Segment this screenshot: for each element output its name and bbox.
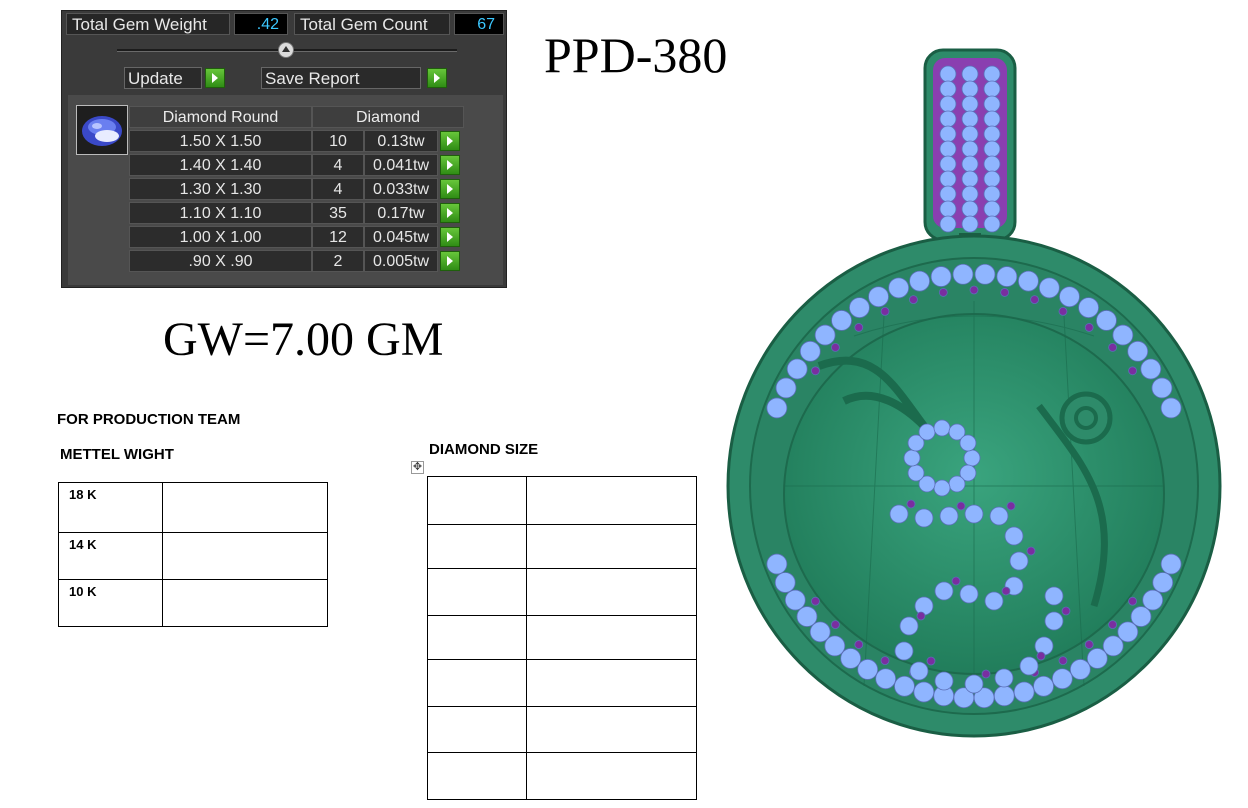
diamond-size-cell[interactable] bbox=[427, 706, 527, 753]
diamond-size-table bbox=[427, 476, 697, 800]
gem-count-cell: 35 bbox=[312, 202, 364, 224]
diamond-qty-cell[interactable] bbox=[526, 568, 697, 616]
gem-count-cell: 4 bbox=[312, 178, 364, 200]
diamond-size-cell[interactable] bbox=[427, 659, 527, 707]
total-gem-count-label: Total Gem Count bbox=[294, 13, 450, 35]
gem-size-cell: 1.50 X 1.50 bbox=[129, 130, 312, 152]
model-code: PPD-380 bbox=[544, 27, 728, 83]
row-go-icon[interactable] bbox=[440, 131, 460, 151]
diamond-size-cell[interactable] bbox=[427, 524, 527, 569]
metal-weight-table: 18 K 14 K 10 K bbox=[58, 482, 328, 627]
gem-size-cell: 1.10 X 1.10 bbox=[129, 202, 312, 224]
gem-size-cell: 1.30 X 1.30 bbox=[129, 178, 312, 200]
metal-karat-label: 18 K bbox=[58, 482, 163, 533]
metal-weight-cell[interactable] bbox=[162, 482, 328, 533]
row-go-icon[interactable] bbox=[440, 251, 460, 271]
total-gem-count-value: 67 bbox=[454, 13, 504, 35]
diamond-qty-cell[interactable] bbox=[526, 752, 697, 800]
metal-karat-label: 10 K bbox=[58, 579, 163, 627]
table-move-handle-icon[interactable]: ✥ bbox=[411, 461, 424, 474]
row-go-icon[interactable] bbox=[440, 179, 460, 199]
gem-report-panel: Total Gem Weight .42 Total Gem Count 67 … bbox=[61, 10, 507, 288]
save-report-button[interactable]: Save Report bbox=[261, 67, 421, 89]
gem-weight-cell: 0.033tw bbox=[364, 178, 438, 200]
diamond-size-heading: DIAMOND SIZE bbox=[429, 441, 539, 458]
update-go-icon[interactable] bbox=[205, 68, 225, 88]
total-gem-weight-label: Total Gem Weight bbox=[66, 13, 230, 35]
gem-count-cell: 4 bbox=[312, 154, 364, 176]
diamond-size-cell[interactable] bbox=[427, 615, 527, 660]
pendant-render-image bbox=[726, 48, 1222, 738]
diamond-qty-cell[interactable] bbox=[526, 476, 697, 525]
diamond-stones bbox=[766, 263, 1182, 709]
gem-slider-handle[interactable] bbox=[278, 42, 294, 58]
save-report-go-icon[interactable] bbox=[427, 68, 447, 88]
metal-weight-cell[interactable] bbox=[162, 532, 328, 580]
row-go-icon[interactable] bbox=[440, 227, 460, 247]
gem-count-cell: 2 bbox=[312, 250, 364, 272]
diamond-size-cell[interactable] bbox=[427, 752, 527, 800]
gross-weight: GW=7.00 GM bbox=[163, 313, 444, 366]
gem-size-cell: .90 X .90 bbox=[129, 250, 312, 272]
gem-weight-cell: 0.17tw bbox=[364, 202, 438, 224]
update-button[interactable]: Update bbox=[124, 67, 202, 89]
gem-count-cell: 10 bbox=[312, 130, 364, 152]
gem-size-cell: 1.40 X 1.40 bbox=[129, 154, 312, 176]
gem-weight-cell: 0.13tw bbox=[364, 130, 438, 152]
gem-size-cell: 1.00 X 1.00 bbox=[129, 226, 312, 248]
row-go-icon[interactable] bbox=[440, 203, 460, 223]
gem-weight-cell: 0.005tw bbox=[364, 250, 438, 272]
row-go-icon[interactable] bbox=[440, 155, 460, 175]
gem-count-cell: 12 bbox=[312, 226, 364, 248]
diamond-qty-cell[interactable] bbox=[526, 659, 697, 707]
diamond-qty-cell[interactable] bbox=[526, 615, 697, 660]
round-diamond-icon[interactable] bbox=[76, 105, 128, 155]
diamond-qty-cell[interactable] bbox=[526, 524, 697, 569]
metal-karat-label: 14 K bbox=[58, 532, 163, 580]
metal-weight-cell[interactable] bbox=[162, 579, 328, 627]
gem-weight-cell: 0.041tw bbox=[364, 154, 438, 176]
column-header-material: Diamond bbox=[312, 106, 464, 128]
diamond-size-cell[interactable] bbox=[427, 568, 527, 616]
diamond-size-cell[interactable] bbox=[427, 476, 527, 525]
diamond-qty-cell[interactable] bbox=[526, 706, 697, 753]
production-heading: FOR PRODUCTION TEAM bbox=[57, 411, 241, 428]
total-gem-weight-value: .42 bbox=[234, 13, 288, 35]
gem-weight-cell: 0.045tw bbox=[364, 226, 438, 248]
metal-weight-heading: METTEL WIGHT bbox=[60, 446, 174, 463]
column-header-shape: Diamond Round bbox=[129, 106, 312, 128]
bail-stones bbox=[939, 65, 1001, 233]
scroll-ornament bbox=[817, 356, 928, 429]
